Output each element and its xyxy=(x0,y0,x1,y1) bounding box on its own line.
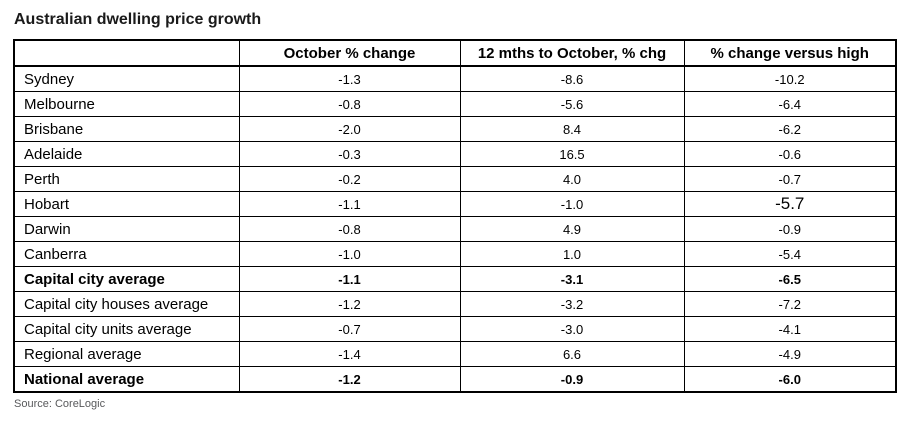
row-value: 4.0 xyxy=(459,166,685,192)
row-value: -0.3 xyxy=(238,141,461,167)
table-row: Canberra -1.0 1.0 -5.4 xyxy=(13,241,897,267)
row-value: -1.1 xyxy=(238,266,461,292)
row-label: National average xyxy=(13,366,240,393)
row-label: Canberra xyxy=(13,241,240,267)
row-label: Darwin xyxy=(13,216,240,242)
row-value: -2.0 xyxy=(238,116,461,142)
header-cell-12mth-change: 12 mths to October, % chg xyxy=(459,39,685,67)
table-row: Hobart -1.1 -1.0 -5.7 xyxy=(13,191,897,217)
table-row: National average -1.2 -0.9 -6.0 xyxy=(13,366,897,393)
row-value: -0.7 xyxy=(238,316,461,342)
row-label: Hobart xyxy=(13,191,240,217)
row-value: -5.6 xyxy=(459,91,685,117)
row-value: -1.0 xyxy=(238,241,461,267)
row-label: Capital city units average xyxy=(13,316,240,342)
row-value: -0.9 xyxy=(683,216,897,242)
row-value: -10.2 xyxy=(683,65,897,92)
row-value: -6.0 xyxy=(683,366,897,393)
header-cell-region xyxy=(13,39,240,67)
row-value: -3.2 xyxy=(459,291,685,317)
table-row: Melbourne -0.8 -5.6 -6.4 xyxy=(13,91,897,117)
row-value: -1.4 xyxy=(238,341,461,367)
row-label: Capital city average xyxy=(13,266,240,292)
table-row: Perth -0.2 4.0 -0.7 xyxy=(13,166,897,192)
table-body: Sydney -1.3 -8.6 -10.2 Melbourne -0.8 -5… xyxy=(13,65,897,393)
row-value: -0.2 xyxy=(238,166,461,192)
table-row: Adelaide -0.3 16.5 -0.6 xyxy=(13,141,897,167)
row-value: -3.0 xyxy=(459,316,685,342)
row-value: -0.8 xyxy=(238,91,461,117)
row-value: -6.2 xyxy=(683,116,897,142)
header-cell-october-change: October % change xyxy=(238,39,461,67)
header-cell-change-vs-high: % change versus high xyxy=(683,39,897,67)
row-value: -4.1 xyxy=(683,316,897,342)
row-value: -1.0 xyxy=(459,191,685,217)
table-row: Capital city units average -0.7 -3.0 -4.… xyxy=(13,316,897,342)
row-label: Regional average xyxy=(13,341,240,367)
row-value: 16.5 xyxy=(459,141,685,167)
table-row: Regional average -1.4 6.6 -4.9 xyxy=(13,341,897,367)
page-title: Australian dwelling price growth xyxy=(14,11,262,28)
table-row: Capital city houses average -1.2 -3.2 -7… xyxy=(13,291,897,317)
row-value: -5.7 xyxy=(683,191,897,217)
row-value: -0.6 xyxy=(683,141,897,167)
table-row: Darwin -0.8 4.9 -0.9 xyxy=(13,216,897,242)
row-value: -4.9 xyxy=(683,341,897,367)
dwelling-price-table: October % change 12 mths to October, % c… xyxy=(13,39,897,393)
row-value: -8.6 xyxy=(459,65,685,92)
table-header: October % change 12 mths to October, % c… xyxy=(13,39,897,67)
row-value: -0.7 xyxy=(683,166,897,192)
table-row: Sydney -1.3 -8.6 -10.2 xyxy=(13,65,897,92)
row-value: -0.8 xyxy=(238,216,461,242)
table-row: Brisbane -2.0 8.4 -6.2 xyxy=(13,116,897,142)
row-value: -6.5 xyxy=(683,266,897,292)
row-value: -1.2 xyxy=(238,366,461,393)
row-label: Sydney xyxy=(13,65,240,92)
row-label: Melbourne xyxy=(13,91,240,117)
row-value: -6.4 xyxy=(683,91,897,117)
row-label: Capital city houses average xyxy=(13,291,240,317)
table-row: Capital city average -1.1 -3.1 -6.5 xyxy=(13,266,897,292)
header-row: October % change 12 mths to October, % c… xyxy=(13,39,897,67)
row-value: 6.6 xyxy=(459,341,685,367)
row-value: 8.4 xyxy=(459,116,685,142)
row-value: -5.4 xyxy=(683,241,897,267)
row-value: 1.0 xyxy=(459,241,685,267)
row-label: Perth xyxy=(13,166,240,192)
row-value: -1.2 xyxy=(238,291,461,317)
row-label: Brisbane xyxy=(13,116,240,142)
row-value: -1.1 xyxy=(238,191,461,217)
source-attribution: Source: CoreLogic xyxy=(14,398,106,410)
row-value: -0.9 xyxy=(459,366,685,393)
row-label: Adelaide xyxy=(13,141,240,167)
row-value: -1.3 xyxy=(238,65,461,92)
row-value: -7.2 xyxy=(683,291,897,317)
row-value: -3.1 xyxy=(459,266,685,292)
row-value: 4.9 xyxy=(459,216,685,242)
